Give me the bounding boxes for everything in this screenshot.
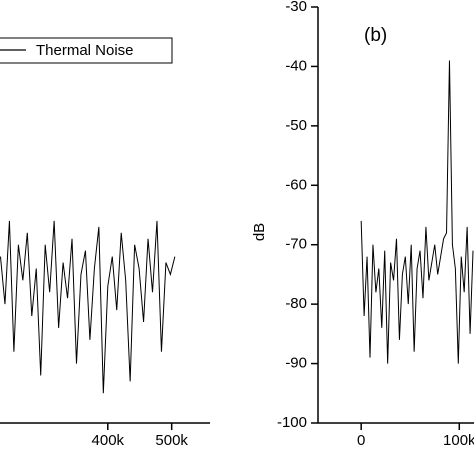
x-tick-label: 500k	[155, 432, 188, 449]
legend-label: Thermal Noise	[36, 42, 134, 59]
y-tick-label: -30	[285, 0, 307, 15]
series-line	[0, 220, 176, 394]
y-tick-label: -70	[285, 236, 307, 253]
legend-box	[0, 37, 173, 64]
y-axis-label: dB	[251, 223, 268, 241]
series-line	[360, 60, 474, 364]
panel-label: (b)	[364, 25, 387, 46]
y-tick-label: -80	[285, 295, 307, 312]
y-tick-label: -40	[285, 57, 307, 74]
y-tick-label: -50	[285, 117, 307, 134]
x-tick-label: 400k	[92, 432, 125, 449]
x-tick-label: 100k	[443, 432, 474, 449]
x-tick-label: 0	[357, 432, 365, 449]
y-tick-label: -60	[285, 176, 307, 193]
y-tick-label: -90	[285, 355, 307, 372]
y-tick-label: -100	[277, 414, 307, 431]
